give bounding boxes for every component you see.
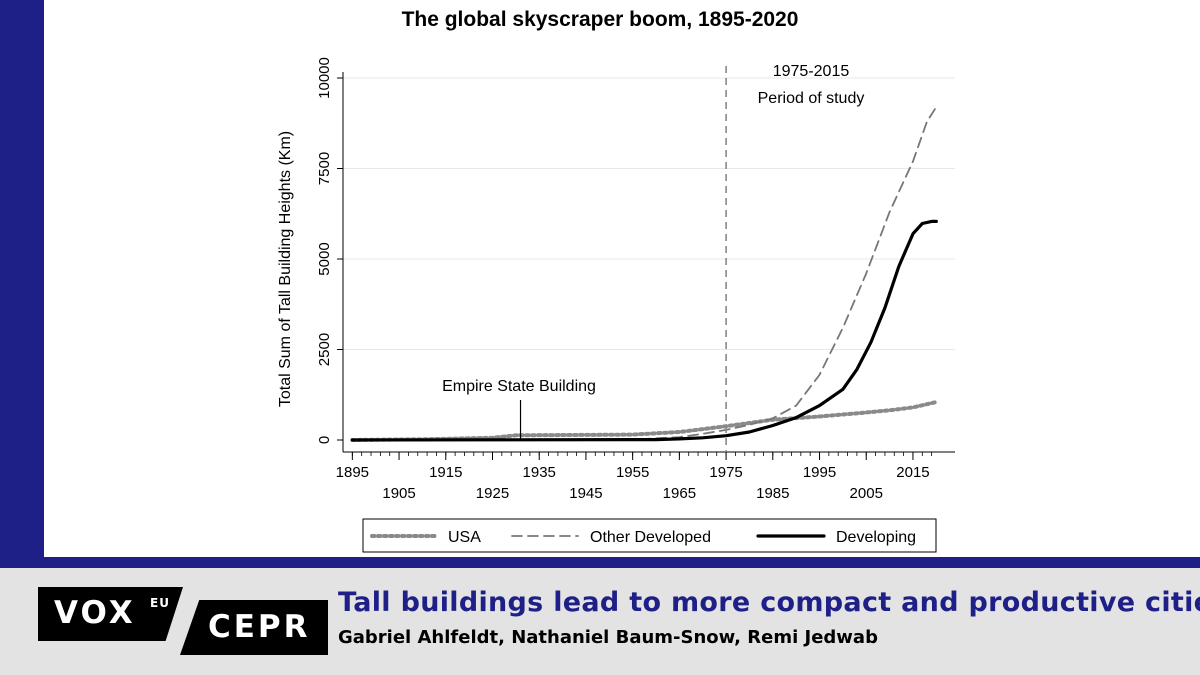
article-authors: Gabriel Ahlfeldt, Nathaniel Baum-Snow, R… <box>338 627 878 648</box>
x-tick-label: 1905 <box>382 485 415 502</box>
x-tick-label: 1985 <box>756 485 789 502</box>
x-tick-label: 1945 <box>569 485 602 502</box>
y-tick-label: 7500 <box>316 152 333 185</box>
x-tick-label: 1975 <box>709 464 742 481</box>
series-line-developing <box>350 219 938 442</box>
cepr-logo-text: CEPR <box>208 609 311 645</box>
chart-title: The global skyscraper boom, 1895-2020 <box>401 8 799 31</box>
y-tick-label: 10000 <box>316 57 333 99</box>
x-tick-label: 1995 <box>803 464 836 481</box>
y-axis-label: Total Sum of Tall Building Heights (Km) <box>277 130 294 408</box>
vox-logo-text: VOX <box>54 595 136 631</box>
voxeu-logo[interactable]: VOX EU <box>38 587 183 641</box>
x-tick-label: 1935 <box>523 464 556 481</box>
y-tick-label: 0 <box>316 436 333 444</box>
cepr-logo[interactable]: CEPR <box>180 600 328 655</box>
legend-label: Other Developed <box>590 529 711 546</box>
chart-panel <box>44 0 1200 557</box>
period-label-text: Period of study <box>758 90 865 107</box>
x-tick-label: 1895 <box>336 464 369 481</box>
series-line-usa <box>350 400 939 442</box>
x-tick-label: 2015 <box>896 464 929 481</box>
x-tick-label: 2005 <box>850 485 883 502</box>
y-tick-label: 5000 <box>316 242 333 275</box>
legend-label: USA <box>448 529 481 546</box>
legend: USA Other Developed Developing <box>362 518 937 553</box>
x-tick-label: 1965 <box>663 485 696 502</box>
legend-box <box>362 518 937 553</box>
period-label-years: 1975-2015 <box>773 63 850 80</box>
empire-state-label: Empire State Building <box>442 378 596 395</box>
x-tick-label: 1915 <box>429 464 462 481</box>
article-title: Tall buildings lead to more compact and … <box>338 587 1200 618</box>
chart: 0 2500 5000 7500 10000 1895 1915 1935 1955 1975 19… <box>316 57 955 553</box>
annotations: 1975-2015 Period of study Empire State Bui… <box>442 63 864 452</box>
grid <box>343 77 955 350</box>
axes: 0 2500 5000 7500 10000 1895 1915 1935 1955 1975 19… <box>316 57 955 502</box>
eu-logo-text: EU <box>150 596 170 610</box>
x-tick-label: 1955 <box>616 464 649 481</box>
y-tick-label: 2500 <box>316 333 333 366</box>
series-line-other-developed <box>351 106 938 441</box>
series <box>350 106 939 442</box>
x-tick-label: 1925 <box>476 485 509 502</box>
legend-label: Developing <box>836 529 916 546</box>
